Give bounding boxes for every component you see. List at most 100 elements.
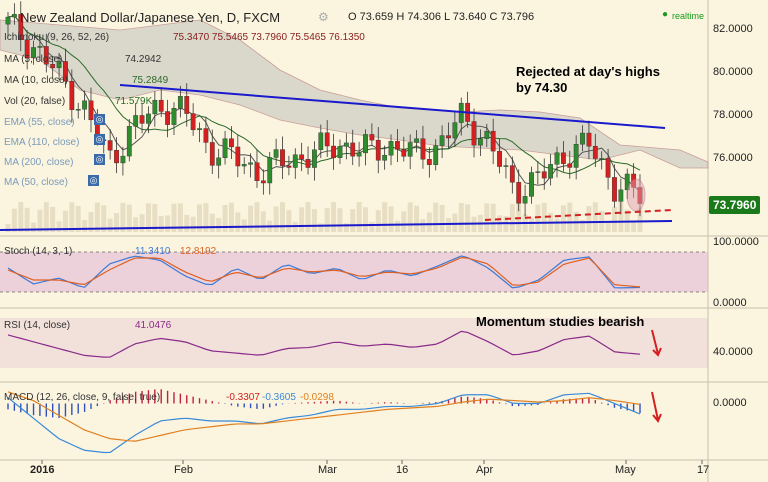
volume-bar bbox=[120, 202, 126, 232]
volume-bar bbox=[228, 202, 234, 232]
rsi-label[interactable]: RSI (14, close) bbox=[4, 320, 71, 331]
candle-body bbox=[37, 46, 43, 48]
volume-bar bbox=[414, 205, 420, 232]
volume-bar bbox=[465, 204, 471, 232]
volume-bar bbox=[209, 213, 215, 232]
candle-body bbox=[312, 149, 317, 168]
candle-body bbox=[382, 154, 388, 161]
volume-bar bbox=[203, 203, 209, 232]
price-tick: 82.0000 bbox=[713, 23, 753, 35]
time-label: 16 bbox=[396, 464, 409, 476]
volume-bar bbox=[82, 219, 88, 232]
candle-body bbox=[478, 138, 483, 146]
candle-body bbox=[484, 130, 490, 139]
candle-body bbox=[273, 149, 279, 158]
candle-body bbox=[369, 134, 375, 141]
volume-bar bbox=[216, 217, 222, 232]
macd-signal-line bbox=[7, 391, 641, 442]
candle-body bbox=[503, 165, 509, 167]
visibility-icon[interactable]: ◎ bbox=[94, 134, 105, 145]
volume-bar bbox=[165, 215, 171, 232]
rsi-value: 41.0476 bbox=[135, 320, 172, 331]
candle-body bbox=[203, 128, 209, 143]
candle-body bbox=[471, 121, 477, 146]
visibility-icon[interactable]: ◎ bbox=[94, 114, 105, 125]
candle-body bbox=[350, 142, 356, 157]
volume-bar bbox=[509, 204, 515, 232]
candle-body bbox=[407, 142, 413, 157]
candle-body bbox=[241, 164, 247, 167]
volume-bar bbox=[407, 202, 413, 232]
candle-body bbox=[490, 130, 496, 152]
candle-body bbox=[209, 142, 215, 166]
volume-bar bbox=[369, 221, 375, 232]
candle-body bbox=[88, 100, 94, 121]
ma10-line bbox=[7, 15, 641, 175]
volume-bar bbox=[56, 221, 62, 232]
current-price-label: 73.7960 bbox=[709, 196, 761, 214]
volume-bar bbox=[139, 214, 145, 232]
candle-body bbox=[184, 96, 190, 114]
ema55-label[interactable]: EMA (55, close) bbox=[4, 117, 75, 128]
rsi-line bbox=[7, 330, 641, 358]
time-label: 17 bbox=[697, 464, 710, 476]
macd-label[interactable]: MACD (12, 26, close, 9, false, true) bbox=[4, 392, 161, 403]
candle-body bbox=[560, 152, 566, 164]
volume-bar bbox=[426, 212, 432, 232]
candle-body bbox=[222, 138, 228, 159]
candle-body bbox=[439, 135, 445, 146]
candle-body bbox=[509, 165, 515, 183]
volume-bar bbox=[286, 210, 292, 232]
ema110-label[interactable]: EMA (110, close) bbox=[4, 137, 80, 148]
volume-bar bbox=[5, 224, 11, 232]
rsi-band bbox=[0, 318, 708, 368]
candle-body bbox=[280, 149, 285, 167]
ma50-label[interactable]: MA (50, close) bbox=[4, 177, 68, 188]
ichimoku-label[interactable]: Ichimoku (9, 26, 52, 26) bbox=[4, 32, 110, 43]
volume-bar bbox=[337, 208, 343, 232]
stoch-tick: 0.0000 bbox=[713, 297, 747, 309]
volume-bar bbox=[184, 214, 190, 232]
volume-bar bbox=[394, 220, 400, 232]
volume-bar bbox=[356, 202, 362, 232]
candle-body bbox=[388, 141, 394, 156]
candle-body bbox=[573, 144, 579, 168]
settings-icon[interactable]: ⚙ bbox=[318, 10, 329, 24]
volume-bar bbox=[241, 219, 247, 232]
ichimoku-values: 75.3470 75.5465 73.7960 75.5465 76.1350 bbox=[173, 32, 365, 43]
candle-body bbox=[452, 122, 458, 139]
vol-label[interactable]: Vol (20, false) bbox=[4, 96, 66, 107]
volume-bar bbox=[280, 202, 286, 232]
rsi-tick: 40.0000 bbox=[713, 346, 753, 358]
candle-body bbox=[120, 155, 126, 164]
volume-bar bbox=[273, 206, 279, 232]
volume-bar bbox=[458, 203, 464, 232]
down-arrow-macd-icon bbox=[651, 391, 662, 423]
ma5-line bbox=[7, 15, 641, 192]
time-label: Feb bbox=[174, 464, 193, 476]
candle-body bbox=[529, 172, 534, 197]
volume-bar bbox=[18, 202, 24, 232]
candle-body bbox=[618, 189, 624, 202]
ohlc-values: O 73.659 H 74.306 L 73.640 C 73.796 bbox=[348, 11, 535, 23]
realtime-dot-icon: ● bbox=[662, 9, 669, 20]
candle-body bbox=[63, 61, 68, 82]
candle-body bbox=[50, 63, 56, 69]
volume-bar bbox=[94, 202, 100, 232]
ma5-label[interactable]: MA (5, close) bbox=[4, 54, 63, 65]
ma10-label[interactable]: MA (10, close) bbox=[4, 75, 68, 86]
rejected-annotation-line2: by 74.30 bbox=[516, 80, 568, 95]
volume-bar bbox=[88, 211, 94, 232]
volume-bar bbox=[50, 206, 56, 232]
candle-body bbox=[171, 108, 177, 125]
volume-bar bbox=[331, 202, 337, 232]
visibility-icon[interactable]: ◎ bbox=[94, 154, 105, 165]
visibility-icon[interactable]: ◎ bbox=[88, 175, 99, 186]
stoch-label[interactable]: Stoch (14, 3, 1) bbox=[4, 246, 73, 257]
volume-bar bbox=[433, 202, 439, 232]
ma200-label[interactable]: MA (200, close) bbox=[4, 157, 74, 168]
macd-value: -0.3605 bbox=[262, 392, 296, 403]
volume-bar bbox=[158, 216, 164, 232]
volume-bar bbox=[580, 219, 586, 232]
